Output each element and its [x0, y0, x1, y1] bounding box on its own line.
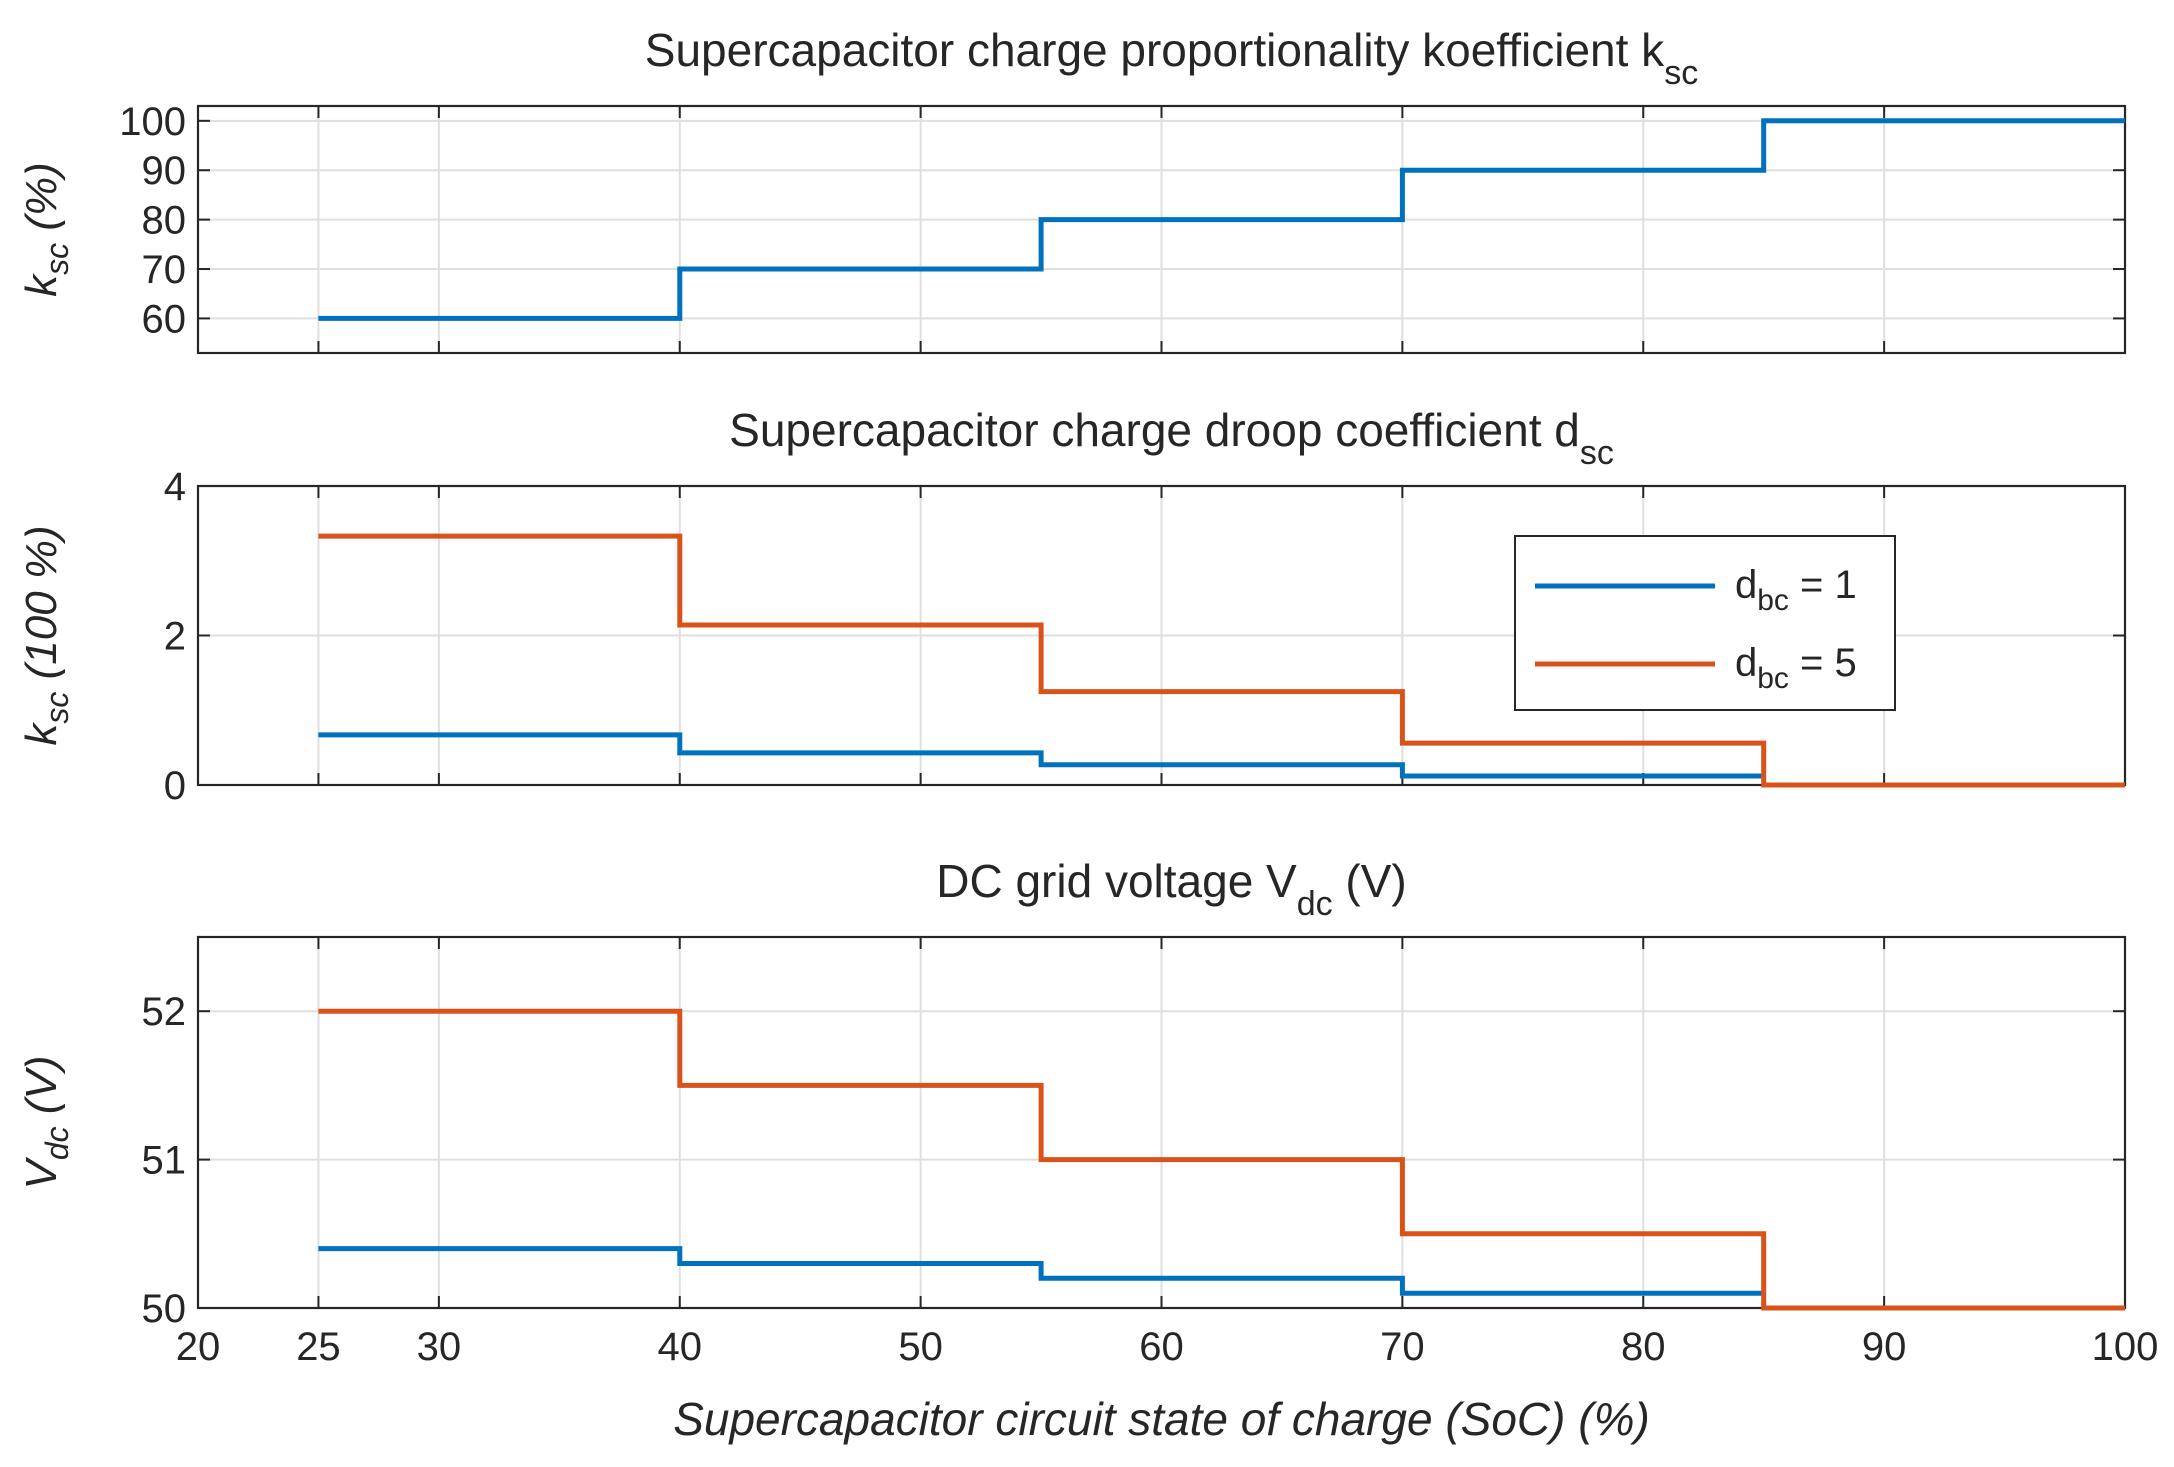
legend-label-suffix: = 1 [1789, 563, 1857, 607]
y-tick-label: 90 [142, 149, 187, 193]
chart-title-main: DC grid voltage V [936, 855, 1297, 907]
y-tick-label: 52 [142, 990, 187, 1034]
series-line-1 [318, 118, 2125, 321]
y-tick-label: 0 [164, 764, 186, 808]
legend-label-subscript: bc [1757, 584, 1789, 617]
y-tick-label: 100 [119, 100, 186, 144]
y-tick-label: 80 [142, 199, 187, 243]
chart-title-suffix: (V) [1333, 855, 1407, 907]
y-axis-label-main: k [17, 722, 66, 746]
series-line-2 [318, 533, 2125, 788]
chart-title-subscript: sc [1664, 54, 1698, 92]
x-tick-label: 70 [1380, 1325, 1425, 1369]
x-tick-label: 50 [898, 1325, 943, 1369]
y-axis-label-suffix: (%) [17, 162, 66, 243]
chart-title-main: Supercapacitor charge proportionality ko… [645, 24, 1665, 76]
y-tick-label: 60 [142, 297, 187, 341]
y-tick-label: 2 [164, 615, 186, 659]
chart-title-main: Supercapacitor charge droop coefficient … [729, 404, 1580, 456]
chart-title: DC grid voltage Vdc (V) [936, 855, 1407, 923]
chart-title-subscript: sc [1580, 434, 1614, 472]
y-axis-label: ksc (%) [17, 162, 75, 297]
legend-label-main: d [1735, 563, 1757, 607]
legend-label-subscript: bc [1757, 662, 1789, 695]
y-axis-label-subscript: dc [39, 1126, 75, 1160]
series-line-1 [318, 1246, 1764, 1296]
y-tick-label: 70 [142, 248, 187, 292]
y-tick-label: 4 [164, 465, 186, 509]
x-axis-label: Supercapacitor circuit state of charge (… [673, 1393, 1650, 1445]
chart-title: Supercapacitor charge droop coefficient … [729, 404, 1614, 472]
legend-label-2: dbc = 5 [1735, 641, 1857, 695]
y-axis-label-suffix: (100 %) [17, 525, 66, 691]
x-tick-label: 20 [176, 1325, 221, 1369]
y-tick-label: 50 [142, 1287, 187, 1331]
legend-label-suffix: = 5 [1789, 641, 1857, 685]
y-axis-label-subscript: sc [39, 692, 75, 724]
x-tick-label: 80 [1621, 1325, 1666, 1369]
panel-2: 0 2 4 Supercapacitor charge droop coefficie… [17, 404, 2127, 808]
y-axis-label-suffix: (V) [17, 1055, 66, 1126]
panel-1: 60 70 80 90 100 Supercapacitor charge proport… [17, 24, 2127, 355]
x-tick-label: 40 [658, 1325, 703, 1369]
series-line-2 [318, 1008, 2125, 1311]
x-tick-label: 25 [296, 1325, 341, 1369]
panel-3: 20 25 30 40 50 60 70 80 90 100 50 51 52 DC grid volta… [17, 855, 2158, 1445]
x-tick-label: 30 [417, 1325, 462, 1369]
y-axis-label: Vdc (V) [17, 1055, 75, 1189]
legend-label-1: dbc = 1 [1735, 563, 1857, 617]
x-tick-label: 60 [1139, 1325, 1184, 1369]
chart-title: Supercapacitor charge proportionality ko… [645, 24, 1698, 92]
x-tick-label: 90 [1862, 1325, 1907, 1369]
y-axis-label-main: k [17, 273, 66, 297]
series-line-1 [318, 732, 1764, 779]
y-axis-label: ksc (100 %) [17, 525, 75, 745]
legend-label-main: d [1735, 641, 1757, 685]
y-tick-label: 51 [142, 1139, 187, 1183]
legend-box [1514, 535, 1896, 711]
x-tick-label: 100 [2092, 1325, 2159, 1369]
y-axis-label-subscript: sc [39, 243, 75, 275]
y-axis-label-main: V [17, 1157, 66, 1190]
chart-title-subscript: dc [1297, 885, 1333, 923]
